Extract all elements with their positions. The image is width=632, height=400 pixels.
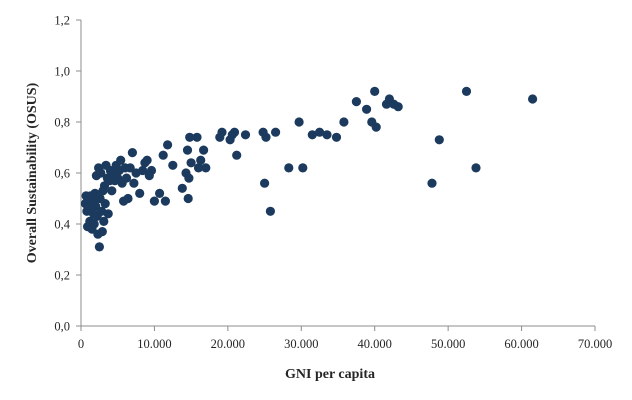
scatter-point: [107, 186, 117, 196]
x-tick-label: 10.000: [137, 337, 171, 351]
y-tick-label: 0,4: [54, 218, 70, 232]
y-tick-label: 1,2: [54, 14, 70, 28]
scatter-point: [217, 127, 227, 137]
scatter-point: [123, 193, 133, 204]
scatter-point: [182, 145, 193, 155]
scatter-point: [240, 130, 251, 140]
scatter-point: [232, 150, 242, 160]
scatter-point: [371, 122, 381, 132]
scatter-point: [129, 178, 139, 188]
scatter-point: [271, 127, 281, 137]
scatter-point: [193, 163, 204, 173]
scatter-point: [331, 132, 342, 142]
scatter-point: [97, 227, 107, 237]
scatter-point: [116, 155, 126, 165]
scatter-point: [427, 178, 437, 188]
scatter-point: [183, 193, 193, 204]
scatter-point: [155, 188, 165, 198]
scatter-point: [351, 97, 361, 107]
y-tick-label: 0,2: [54, 269, 70, 283]
scatter-point: [196, 155, 206, 165]
x-tick-label: 30.000: [284, 337, 318, 351]
scatter-point: [99, 216, 109, 226]
scatter-point: [265, 206, 275, 216]
scatter-point: [160, 196, 170, 206]
scatter-point: [186, 158, 196, 168]
x-tick-label: 70.000: [578, 337, 612, 351]
x-axis-title: GNI per capita: [285, 367, 375, 382]
x-tick-label: 0: [78, 337, 84, 351]
data-points: [80, 86, 538, 252]
scatter-point: [528, 94, 538, 104]
scatter-point: [127, 148, 137, 158]
scatter-point: [370, 86, 380, 96]
x-tick-label: 60.000: [504, 337, 538, 351]
scatter-point: [96, 168, 106, 178]
scatter-point: [138, 165, 148, 176]
scatter-point: [307, 130, 317, 140]
scatter-point: [100, 199, 110, 209]
scatter-point: [168, 160, 178, 170]
scatter-point: [146, 165, 157, 176]
scatter-point: [158, 150, 168, 160]
scatter-point: [229, 127, 240, 137]
scatter-point: [94, 242, 104, 252]
scatter-point: [294, 117, 304, 127]
scatter-point: [339, 117, 349, 127]
scatter-point: [393, 102, 403, 112]
y-tick-label: 0,0: [54, 320, 70, 334]
scatter-point: [298, 163, 308, 173]
x-tick-label: 40.000: [358, 337, 392, 351]
y-axis-title: Overall Sustainability (OSUS): [25, 82, 40, 263]
scatter-point: [103, 209, 113, 219]
scatter-point: [461, 86, 472, 96]
scatter-point: [199, 145, 209, 155]
scatter-point: [260, 178, 270, 188]
scatter-point: [149, 196, 159, 206]
scatter-point: [135, 188, 145, 198]
scatter-point: [184, 173, 194, 183]
scatter-point: [261, 132, 271, 142]
scatter-point: [163, 140, 173, 150]
scatter-point: [201, 163, 211, 173]
scatter-point: [362, 104, 372, 114]
scatter-point: [284, 163, 294, 173]
y-tick-label: 0,6: [54, 167, 70, 181]
y-tick-label: 1,0: [54, 65, 70, 79]
scatter-point: [434, 135, 444, 145]
scatter-point: [142, 155, 152, 165]
x-tick-label: 20.000: [211, 337, 245, 351]
scatter-point: [89, 219, 99, 229]
tick-marks: 0 10.000 20.000 30.000 40.000 50.000 60.000 70.…: [54, 14, 612, 352]
scatter-point: [315, 127, 325, 137]
x-tick-label: 50.000: [431, 337, 465, 351]
y-tick-label: 0,8: [54, 116, 70, 130]
scatter-point: [185, 132, 195, 142]
scatter-point: [192, 132, 202, 142]
scatter-point: [121, 173, 132, 183]
scatter-point: [471, 163, 481, 173]
scatter-point: [177, 183, 187, 193]
scatter-point: [322, 130, 332, 140]
axes: [80, 20, 595, 327]
